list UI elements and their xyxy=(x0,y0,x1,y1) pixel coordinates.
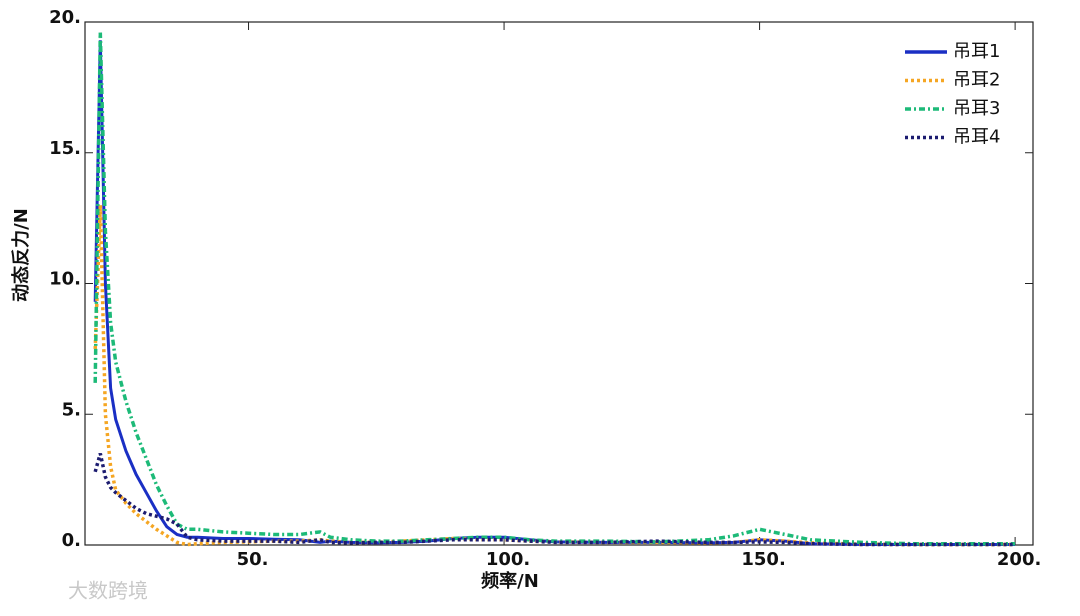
legend-label: 吊耳2 xyxy=(953,70,1000,91)
y-tick-label: 20. xyxy=(49,7,81,28)
series-line xyxy=(93,453,1016,547)
series-line xyxy=(93,40,1016,546)
x-tick-label: 200. xyxy=(997,549,1041,570)
series-line xyxy=(93,32,1016,546)
series-line xyxy=(93,205,1016,547)
y-tick-label: 15. xyxy=(49,138,81,159)
x-tick-label: 100. xyxy=(486,549,530,570)
plot-frame xyxy=(84,21,1034,546)
x-tick-label: 150. xyxy=(741,549,785,570)
legend-label: 吊耳1 xyxy=(953,41,1000,62)
x-axis-label: 频率/N xyxy=(481,570,539,592)
x-tick-label: 50. xyxy=(237,549,269,570)
y-tick-label: 0. xyxy=(62,530,81,551)
y-tick-label: 10. xyxy=(49,269,81,290)
y-tick-label: 5. xyxy=(62,399,81,420)
legend-label: 吊耳4 xyxy=(953,127,1000,148)
y-axis-label: 动态反力/N xyxy=(10,208,32,302)
legend-label: 吊耳3 xyxy=(953,98,1000,119)
watermark: 大数跨境 xyxy=(68,579,148,603)
